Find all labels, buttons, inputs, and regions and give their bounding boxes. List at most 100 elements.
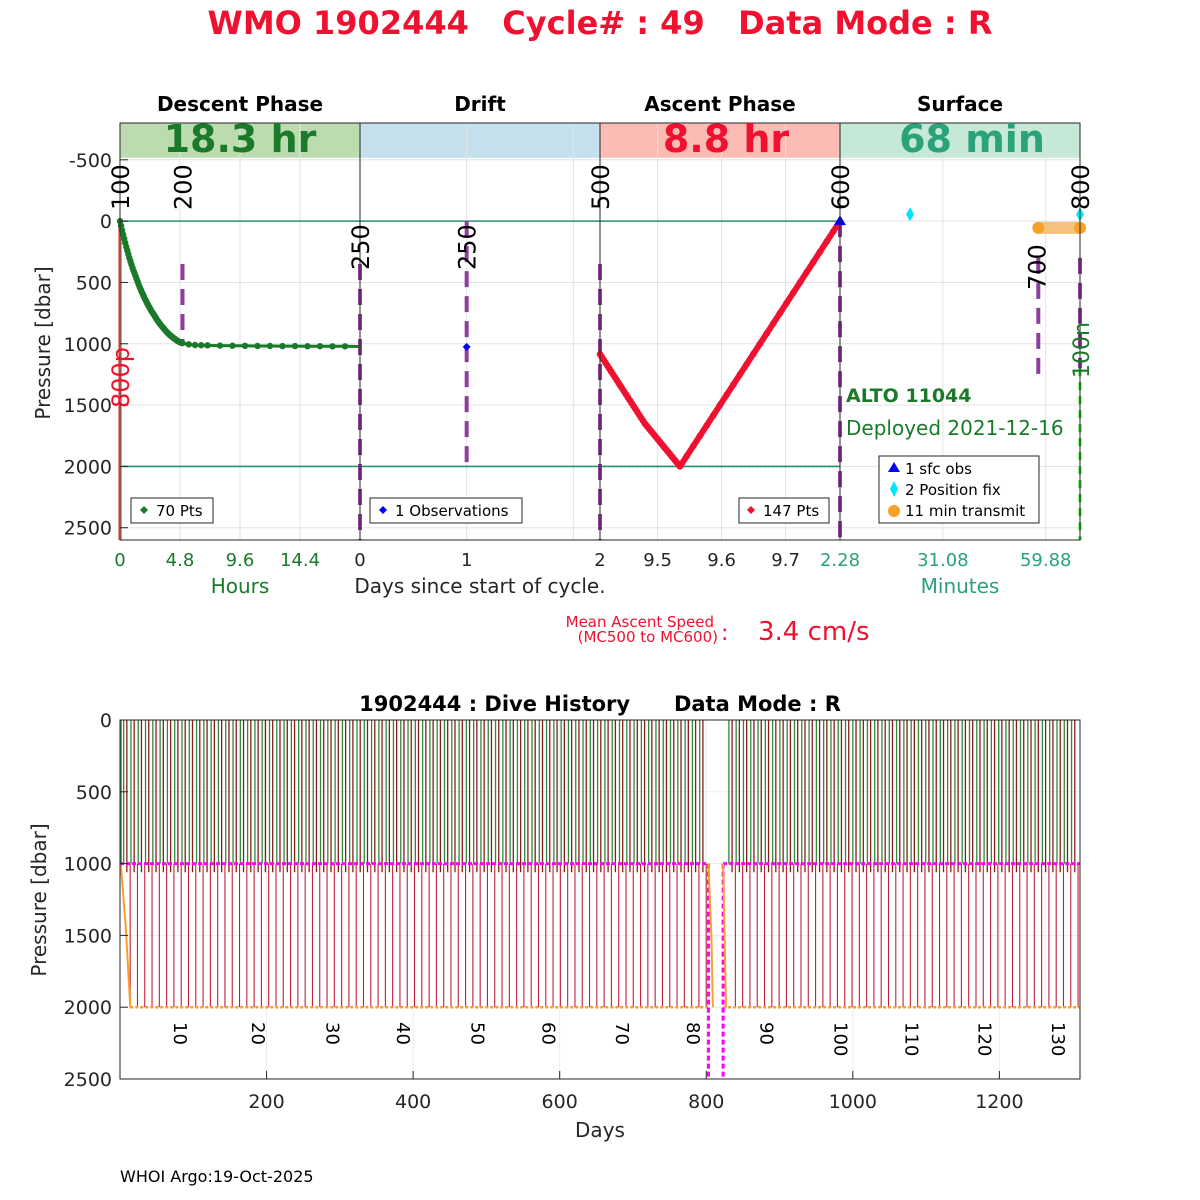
phase-band-2	[600, 123, 840, 158]
history-axes-box	[119, 719, 1081, 1080]
history-cycle-label: 40	[392, 1022, 413, 1045]
history-ytick-label: 1500	[64, 925, 112, 947]
history-cycle-label: 20	[247, 1022, 268, 1045]
top-xtick-label: 1	[461, 550, 472, 571]
legend-descent: 70 Pts	[130, 497, 214, 524]
descent-point	[254, 342, 261, 350]
drift-point	[462, 342, 471, 351]
top-xtick-label: 9.6	[226, 550, 255, 571]
descent-point	[241, 342, 249, 350]
marker-label-800: 800	[1067, 164, 1095, 210]
ascent-speed-label-2: (MC500 to MC600)	[578, 628, 718, 646]
phase-title-ascent: Ascent Phase	[644, 92, 795, 116]
float-name: ALTO 11044	[846, 385, 972, 407]
legend-transmit-label: 11 min transmit	[905, 502, 1025, 520]
ascent-point	[790, 289, 797, 296]
history-axes-frame	[119, 719, 1081, 1080]
history-labels: 0 500 1000 1500 2000 2500 200 400 600 800 1000 1200…	[64, 710, 1068, 1113]
descent-xunit: Hours	[211, 574, 270, 598]
descent-point	[191, 341, 199, 349]
history-xtick-label: 600	[542, 1091, 578, 1113]
history-cycle-label: 60	[538, 1022, 559, 1045]
legend-drift-label: 1 Observations	[395, 502, 509, 520]
history-cycle-label: 120	[974, 1022, 995, 1056]
history-xtick-label: 400	[395, 1091, 431, 1113]
ascent-speed-value: 3.4 cm/s	[758, 617, 870, 647]
ascent-point	[703, 422, 710, 429]
descent-point	[204, 342, 211, 349]
ascent-point	[723, 391, 730, 399]
history-initial-dive	[119, 863, 132, 1008]
ascent-point	[803, 268, 810, 276]
top-data	[116, 207, 1086, 470]
ascent-point	[676, 463, 684, 470]
top-xtick-label: 9.5	[643, 550, 672, 571]
top-xtick-label: 4.8	[166, 550, 195, 571]
ascent-point	[736, 371, 744, 378]
history-cycle-label: 130	[1047, 1022, 1068, 1056]
top-ytick-label: 2500	[64, 518, 112, 540]
ascent-point	[690, 442, 697, 450]
surface-duration: 68 min	[899, 117, 1045, 161]
ascent-point	[756, 340, 764, 348]
history-ytick-label: 500	[76, 782, 112, 804]
history-xtick-label: 1200	[975, 1091, 1023, 1113]
legend-ascent-marker	[747, 506, 755, 514]
ascent-point	[696, 432, 704, 440]
legend-position-fix-label: 2 Position fix	[905, 481, 1001, 499]
top-xtick-label: 59.88	[1020, 550, 1072, 571]
marker-label-250-edge: 250	[347, 224, 375, 270]
history-xtick-label: 1000	[829, 1091, 877, 1113]
top-ytick-label: -500	[69, 150, 112, 172]
descent-duration: 18.3 hr	[164, 117, 317, 161]
history-cycle-label: 100	[829, 1022, 850, 1056]
history-xtick-label: 200	[248, 1091, 284, 1113]
marker-label-700: 700	[1023, 244, 1051, 290]
ascent-point	[776, 309, 784, 317]
ascent-point	[783, 299, 790, 307]
marker-label-800p: 800p	[107, 347, 135, 408]
history-xlabel: Days	[575, 1118, 625, 1142]
surface-xunit: Minutes	[921, 574, 1000, 598]
descent-point	[304, 343, 311, 350]
history-cycle-label: 70	[611, 1022, 632, 1045]
history-title: 1902444 : Dive History Data Mode : R	[359, 692, 841, 716]
top-xtick-label: 9.7	[771, 550, 800, 571]
history-cycle-label: 110	[900, 1022, 921, 1056]
top-reference-lines	[120, 220, 840, 468]
top-xtick-label: 31.08	[917, 550, 969, 571]
ascent-point	[796, 279, 804, 286]
top-xtick-label: 9.6	[707, 550, 736, 571]
ascent-point	[683, 452, 690, 460]
ascent-point	[710, 412, 717, 419]
descent-point	[229, 342, 236, 349]
history-xtick-label: 800	[688, 1091, 724, 1113]
marker-label-200: 200	[170, 164, 198, 210]
ascent-duration: 8.8 hr	[663, 117, 790, 161]
footer-credit: WHOI Argo:19-Oct-2025	[120, 1167, 314, 1186]
descent-point	[316, 343, 324, 350]
legend-sfc-obs-marker	[888, 462, 900, 472]
figure-title: WMO 1902444 Cycle# : 49 Data Mode : R	[208, 4, 993, 42]
transmit-start-point	[1032, 221, 1045, 234]
marker-label-250: 250	[454, 224, 482, 270]
legend-transmit-marker	[888, 505, 900, 517]
history-ytick-label: 2000	[64, 997, 112, 1019]
ascent-point	[743, 360, 750, 368]
legend-descent-marker	[140, 506, 148, 514]
ascent-point	[810, 258, 817, 266]
descent-point	[279, 342, 286, 350]
legend-surface: 1 sfc obs 2 Position fix 11 min transmit	[878, 455, 1040, 524]
history-cycle-label: 10	[169, 1022, 190, 1045]
top-xtick-label: 2	[594, 550, 605, 571]
descent-point	[198, 342, 205, 349]
top-ytick-label: 2000	[64, 456, 112, 478]
top-axes-frame	[119, 122, 1081, 541]
position-fix-point	[906, 207, 915, 222]
descent-point	[179, 339, 186, 347]
ascent-point	[770, 320, 777, 327]
top-xtick-label: 0	[354, 550, 365, 571]
ascent-point	[730, 381, 737, 388]
center-xlabel: Days since start of cycle.	[354, 574, 605, 598]
history-gap-dive	[722, 863, 728, 1008]
